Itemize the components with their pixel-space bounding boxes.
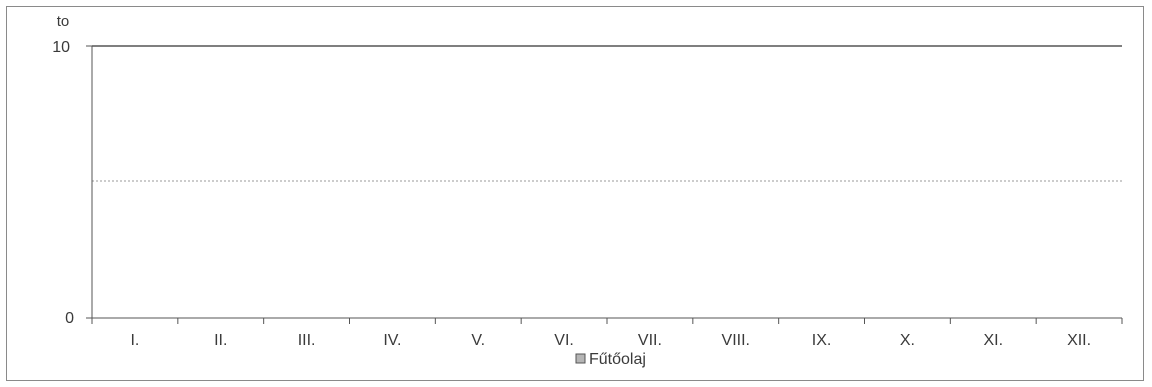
legend-label: Fűtőolaj — [589, 351, 646, 368]
x-labels-group: I. II. III. IV. V. VI. VII. VIII. IX. X. XI. XII. — [130, 332, 1091, 349]
x-tick-label: XII. — [1067, 332, 1091, 349]
y-axis-label: to — [57, 13, 70, 30]
y-tick-label-bottom: 0 — [65, 310, 74, 327]
x-tick-label: II. — [214, 332, 227, 349]
x-tick-label: I. — [130, 332, 139, 349]
x-tick-label: IV. — [383, 332, 401, 349]
x-tick-label: III. — [298, 332, 316, 349]
x-tick-label: VI. — [554, 332, 574, 349]
x-tick-label: VIII. — [722, 332, 750, 349]
x-tick-label: XI. — [983, 332, 1003, 349]
x-tick-label: V. — [471, 332, 485, 349]
x-tick-label: X. — [900, 332, 915, 349]
y-tick-label-top: 10 — [52, 39, 70, 56]
x-tick-label: IX. — [812, 332, 832, 349]
x-ticks-group — [91, 318, 1123, 324]
x-tick-label: VII. — [638, 332, 662, 349]
legend-swatch — [575, 353, 586, 364]
